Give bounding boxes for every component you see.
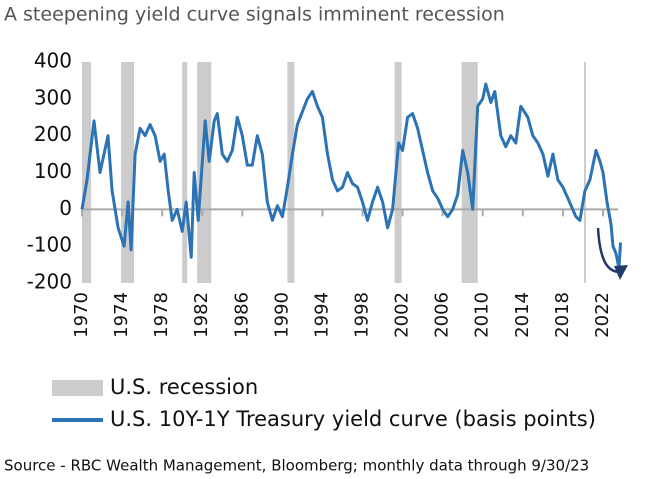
x-tick-label: 1970 — [71, 292, 92, 338]
recession-band — [182, 62, 188, 283]
legend-label: U.S. recession — [110, 375, 258, 399]
source-note: Source - RBC Wealth Management, Bloomber… — [4, 457, 589, 475]
x-tick-label: 1998 — [352, 292, 373, 338]
y-tick-label: 100 — [34, 159, 72, 183]
x-tick-label: 1986 — [231, 292, 252, 338]
chart-title: A steepening yield curve signals imminen… — [4, 4, 505, 26]
x-tick-label: 1974 — [111, 292, 132, 338]
recession-band — [197, 62, 212, 283]
x-tick-label: 2006 — [432, 292, 453, 338]
x-tick-label: 2010 — [472, 292, 493, 338]
x-tick-label: 2022 — [592, 292, 613, 338]
x-tick-label: 1982 — [191, 292, 212, 338]
arrow-head — [614, 265, 628, 280]
x-tick-label: 2014 — [512, 292, 533, 338]
y-tick-label: 200 — [34, 122, 72, 146]
y-tick-label: -100 — [27, 233, 72, 257]
x-tick-label: 2002 — [392, 292, 413, 338]
recession-band — [394, 62, 402, 283]
recession-band — [461, 62, 478, 283]
y-tick-label: 0 — [59, 196, 72, 220]
y-tick-label: 300 — [34, 85, 72, 109]
x-tick-label: 1994 — [311, 292, 332, 338]
y-tick-label: 400 — [34, 49, 72, 73]
x-tick-label: 2018 — [552, 292, 573, 338]
x-tick-label: 1978 — [151, 292, 172, 338]
y-tick-label: -200 — [27, 270, 72, 294]
legend-label: U.S. 10Y-1Y Treasury yield curve (basis … — [110, 407, 596, 431]
yield-line — [80, 82, 622, 270]
x-tick-label: 1990 — [271, 292, 292, 338]
recession-band — [583, 62, 586, 283]
arrow — [596, 227, 621, 274]
